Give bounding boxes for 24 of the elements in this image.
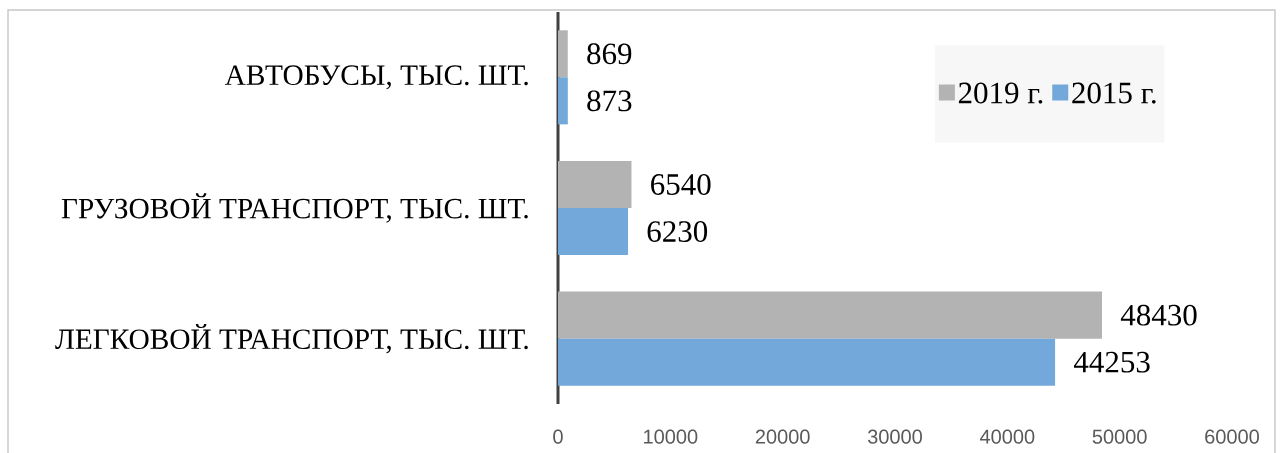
bar	[558, 77, 568, 125]
bar	[558, 207, 628, 256]
data-label: 6230	[647, 221, 708, 242]
bar	[558, 338, 1056, 386]
x-tick-label: 20000	[755, 429, 810, 444]
x-tick-label: 10000	[644, 429, 698, 444]
x-tick-label: 40000	[979, 429, 1035, 444]
data-label: 873	[587, 90, 632, 112]
x-tick-label: 60000	[1205, 429, 1259, 444]
x-tick-label: 50000	[1092, 429, 1147, 444]
y-tick-label: ГРУЗОВОЙ ТРАНСПОРТ, ТЫС. ШТ.	[61, 193, 528, 223]
legend-label: 2015 г.	[1072, 82, 1156, 104]
bar	[558, 291, 1103, 339]
bar	[558, 30, 568, 78]
x-tick-label: 30000	[867, 429, 922, 444]
y-tick-label: АВТОБУСЫ, ТЫС. ШТ.	[224, 65, 528, 90]
bar	[558, 160, 632, 208]
y-tick-label: ЛЕГКОВОЙ ТРАНСПОРТ, ТЫС. ШТ.	[55, 323, 528, 354]
x-tick-label: 0	[553, 429, 563, 444]
legend-label: 2019 г.	[958, 82, 1043, 104]
data-label: 44253	[1073, 351, 1150, 373]
data-label: 869	[587, 43, 632, 65]
data-label: 6540	[651, 174, 711, 195]
data-label: 48430	[1120, 304, 1197, 326]
